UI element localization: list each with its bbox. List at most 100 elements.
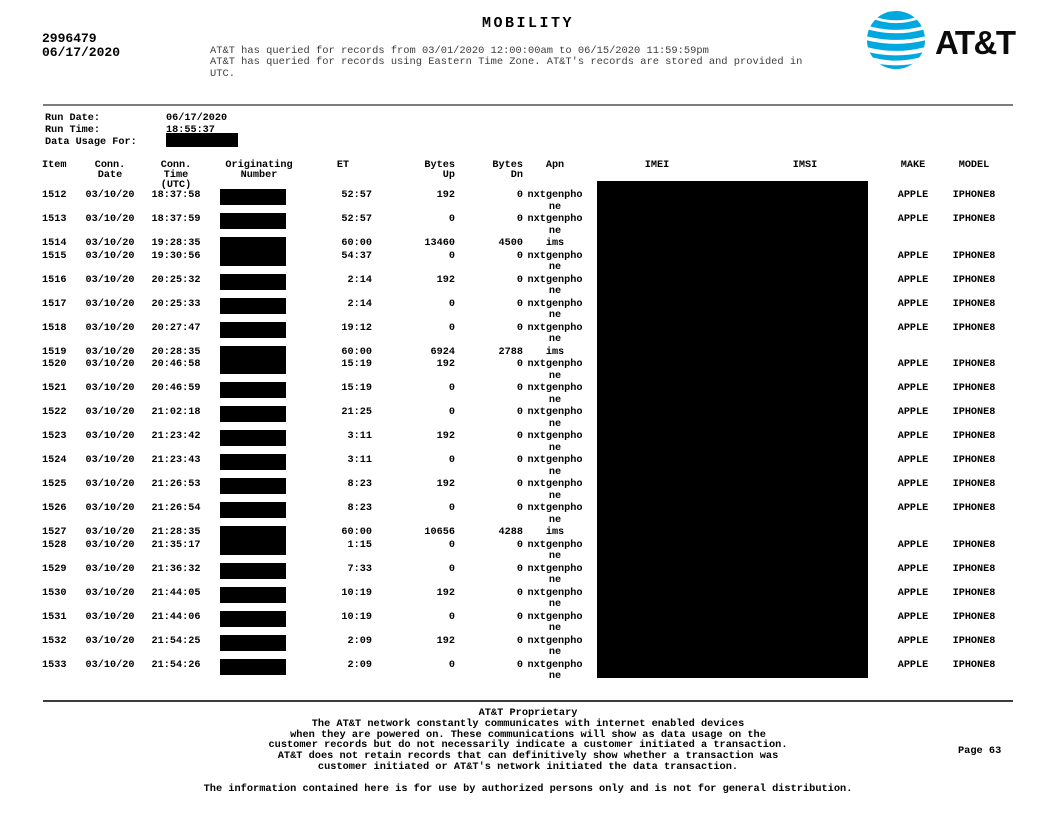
cell-make: APPLE — [897, 479, 929, 490]
table-row: 1520 03/10/20 20:46:58 15:19 192 0 nxtge… — [42, 358, 997, 382]
cell-item: 1520 — [42, 359, 67, 370]
cell-item: 1514 — [42, 238, 67, 249]
cell-bytes-up: 0 — [448, 563, 455, 575]
cell-et: 60:00 — [341, 527, 372, 538]
cell-et: 10:19 — [341, 611, 372, 623]
redacted-originating-number — [220, 586, 286, 603]
cell-bytes-dn: 0 — [516, 431, 523, 442]
cell-make: APPLE — [897, 359, 929, 370]
cell-originating-number — [210, 454, 296, 478]
proprietary-line: AT&T does not retain records that can de… — [277, 750, 779, 763]
cell-make: APPLE — [897, 539, 929, 551]
cell-model: IPHONE8 — [952, 563, 996, 575]
cell-apn: nxtgenphone — [527, 635, 583, 659]
redacted-originating-number — [220, 430, 286, 446]
cell-make: APPLE — [897, 322, 929, 334]
cell-item: 1521 — [42, 383, 67, 394]
cell-et: 8:23 — [347, 503, 372, 514]
cell-conn-time: 20:46:59 — [151, 383, 201, 394]
cell-bytes-dn: 0 — [516, 383, 523, 394]
cell-bytes-dn: 0 — [516, 539, 523, 551]
proprietary-line: customer initiated or AT&T's network ini… — [317, 760, 739, 773]
run-time-row: Run Time: 18:55:37 — [45, 125, 227, 137]
cell-bytes-up: 0 — [448, 659, 455, 671]
cell-conn-date: 03/10/20 — [85, 274, 135, 286]
cell-model: IPHONE8 — [952, 407, 996, 418]
cell-apn: nxtgenphone — [527, 431, 583, 454]
cell-apn: ims — [545, 238, 565, 249]
cell-originating-number — [210, 502, 296, 526]
cell-et: 2:14 — [347, 298, 372, 310]
cell-conn-time: 20:28:35 — [151, 346, 201, 358]
header-divider — [43, 104, 1013, 106]
column-header-item: Item — [42, 160, 67, 171]
cell-apn: ims — [545, 346, 565, 358]
cell-conn-date: 03/10/20 — [85, 455, 135, 466]
cell-make: APPLE — [897, 563, 929, 575]
cell-make: APPLE — [897, 455, 929, 466]
cell-make: APPLE — [897, 659, 929, 671]
cell-model: IPHONE8 — [952, 611, 996, 623]
cell-et: 54:37 — [341, 250, 372, 262]
redacted-originating-number — [220, 297, 286, 314]
column-header-conn-date: Conn. Date — [94, 160, 126, 181]
cell-model: IPHONE8 — [952, 431, 996, 442]
cell-et: 10:19 — [341, 587, 372, 599]
cell-apn: nxtgenphone — [527, 611, 583, 635]
cell-bytes-dn: 0 — [516, 455, 523, 466]
cell-conn-time: 21:23:42 — [151, 431, 201, 442]
cell-item: 1524 — [42, 455, 67, 466]
query-line: AT&T has queried for records using Easte… — [210, 56, 803, 69]
column-header-imsi: IMSI — [792, 160, 818, 171]
redacted-originating-number — [220, 321, 286, 338]
table-row: 1528 03/10/20 21:35:17 1:15 0 0 nxtgenph… — [42, 538, 997, 563]
cell-conn-time: 18:37:59 — [151, 214, 201, 225]
table-row: 1524 03/10/20 21:23:43 3:11 0 0 nxtgenph… — [42, 454, 997, 478]
cell-make: APPLE — [897, 503, 929, 514]
cell-bytes-dn: 0 — [516, 190, 523, 201]
cell-model: IPHONE8 — [952, 503, 996, 514]
page-number: Page 63 — [958, 745, 1002, 757]
cell-conn-time: 21:35:17 — [151, 539, 201, 551]
cell-bytes-dn: 0 — [516, 359, 523, 370]
cell-item: 1532 — [42, 635, 67, 647]
cell-bytes-dn: 0 — [516, 274, 523, 286]
cell-conn-date: 03/10/20 — [85, 539, 135, 551]
cell-model: IPHONE8 — [952, 455, 996, 466]
cell-bytes-up: 192 — [436, 587, 455, 599]
data-usage-label: Data Usage For: — [45, 137, 137, 148]
cell-item: 1517 — [42, 298, 67, 310]
cell-model: IPHONE8 — [952, 539, 996, 551]
cell-apn: nxtgenphone — [527, 250, 583, 274]
cell-originating-number — [210, 237, 296, 253]
cell-conn-time: 20:27:47 — [151, 322, 201, 334]
cell-et: 7:33 — [347, 563, 372, 575]
cell-make: APPLE — [897, 431, 929, 442]
cell-conn-date: 03/10/20 — [85, 359, 135, 370]
cell-bytes-dn: 0 — [516, 479, 523, 490]
cell-conn-date: 03/10/20 — [85, 298, 135, 310]
query-statement: AT&T has queried for records from 03/01/… — [210, 45, 870, 80]
query-line: AT&T has queried for records from 03/01/… — [210, 45, 709, 57]
column-header-apn: Apn — [545, 160, 565, 171]
cell-model: IPHONE8 — [952, 635, 996, 647]
cell-conn-date: 03/10/20 — [85, 238, 135, 249]
redacted-originating-number — [220, 658, 286, 675]
cell-bytes-up: 192 — [436, 190, 455, 201]
cell-originating-number — [210, 562, 296, 587]
cell-conn-time: 21:54:26 — [151, 659, 201, 671]
cell-apn: nxtgenphone — [527, 190, 583, 213]
cell-model: IPHONE8 — [952, 587, 996, 599]
cell-model: IPHONE8 — [952, 659, 996, 671]
cell-bytes-up: 192 — [436, 431, 455, 442]
cell-item: 1530 — [42, 587, 67, 599]
column-header-et: ET — [336, 160, 350, 171]
table-row: 1514 03/10/20 19:28:35 60:00 13460 4500 … — [42, 237, 997, 253]
cell-originating-number — [210, 358, 296, 382]
cell-make — [895, 347, 931, 359]
cell-originating-number — [210, 610, 296, 635]
proprietary-line: when they are powered on. These communic… — [290, 728, 766, 741]
cell-apn: nxtgenphone — [527, 455, 583, 478]
table-row: 1512 03/10/20 18:37:58 52:57 192 0 nxtge… — [42, 189, 997, 213]
cell-item: 1519 — [42, 346, 67, 358]
